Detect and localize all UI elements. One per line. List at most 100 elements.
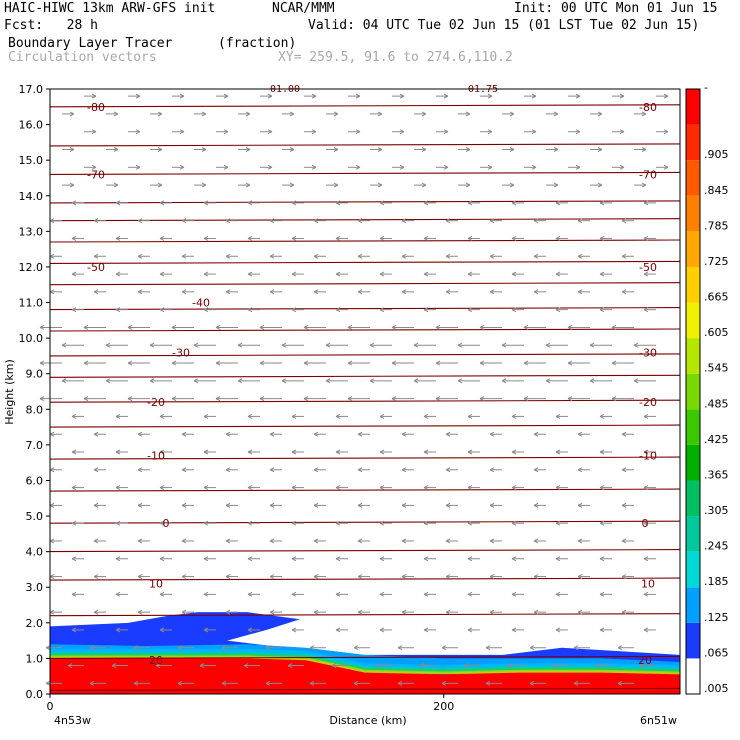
- wind-vector-head: [309, 680, 315, 686]
- isotherm-label: 20: [638, 654, 652, 667]
- wind-vector-head: [291, 627, 297, 633]
- wind-vector-head: [643, 307, 649, 313]
- wind-vector-head: [269, 467, 275, 473]
- wind-vector-head: [313, 467, 319, 473]
- x-right-endpoint: 6n51w: [640, 714, 677, 727]
- wind-vector-head: [201, 111, 207, 117]
- wind-vector-head: [247, 449, 253, 455]
- wind-vector-head: [223, 164, 229, 170]
- wind-vector-head: [39, 324, 45, 330]
- wind-vector-head: [463, 663, 469, 668]
- wind-vector-head: [643, 556, 649, 562]
- isotherm-label: -80: [87, 101, 105, 114]
- wind-vector-head: [247, 591, 253, 597]
- isobar-line: [49, 520, 681, 524]
- isotherm-label: -10: [147, 450, 165, 463]
- wind-vector-head: [291, 413, 297, 419]
- wind-vector-head: [93, 253, 99, 259]
- y-tick-label: 4.0: [26, 546, 44, 559]
- wind-vector-head: [353, 645, 359, 651]
- wind-vector-head: [467, 449, 473, 455]
- wind-vector-head: [177, 645, 183, 651]
- wind-vector-head: [335, 591, 341, 597]
- wind-vector-head: [467, 271, 473, 277]
- wind-vector-head: [287, 663, 293, 668]
- wind-vector-head: [397, 680, 403, 686]
- wind-vector-head: [489, 609, 495, 615]
- wind-vector-head: [485, 645, 491, 651]
- wind-vector-head: [441, 680, 447, 686]
- wind-vector-head: [369, 378, 375, 384]
- wind-vector-head: [71, 236, 77, 241]
- init-time: Init: 00 UTC Mon 01 Jun 15: [514, 1, 718, 16]
- wind-vector-head: [247, 200, 253, 206]
- wind-vector-head: [265, 645, 271, 651]
- wind-vector-head: [511, 591, 517, 597]
- wind-vector-head: [93, 502, 99, 508]
- wind-vector-head: [203, 449, 209, 455]
- wind-vector-head: [357, 609, 363, 615]
- wind-vector-head: [159, 236, 165, 241]
- wind-vector-head: [621, 538, 627, 544]
- wind-vector-head: [333, 147, 339, 152]
- wind-vector-head: [259, 360, 265, 366]
- wind-vector-head: [203, 591, 209, 597]
- wind-vector-head: [247, 485, 253, 491]
- wind-vector-head: [643, 627, 649, 633]
- wind-vector-head: [291, 591, 297, 597]
- wind-vector-head: [379, 520, 385, 526]
- colorbar-label: .185: [704, 575, 729, 588]
- forecast-hour: Fcst: 28 h: [4, 18, 98, 33]
- colorbar-label: .245: [704, 540, 729, 553]
- isobar-line: [49, 282, 681, 286]
- isobar-line: [49, 613, 681, 617]
- colorbar-swatch: [686, 373, 700, 410]
- wind-vector-head: [247, 413, 253, 419]
- wind-vector-head: [577, 431, 583, 437]
- wind-vector-head: [577, 502, 583, 508]
- wind-vector-head: [91, 164, 97, 170]
- x-tick-label: 200: [433, 700, 454, 713]
- colorbar-swatch: [686, 302, 700, 339]
- wind-vector-head: [313, 289, 319, 295]
- y-tick-label: 14.0: [19, 190, 44, 203]
- wind-vector-head: [643, 200, 649, 206]
- wind-vector-head: [221, 680, 227, 686]
- wind-vector-head: [325, 342, 331, 348]
- wind-vector-head: [531, 93, 537, 99]
- wind-vector-head: [171, 360, 177, 366]
- y-tick-label: 15.0: [19, 154, 44, 167]
- colorbar-label: .365: [704, 468, 729, 481]
- colorbar-label: .665: [704, 291, 729, 304]
- wind-vector-head: [421, 111, 427, 117]
- isotherm-label: -30: [172, 346, 190, 359]
- wind-vector-head: [91, 93, 97, 99]
- wind-vector-head: [137, 431, 143, 437]
- colorbar-swatch: [686, 266, 700, 303]
- wind-vector-head: [639, 663, 645, 668]
- wind-vector-head: [291, 520, 297, 526]
- wind-vector-head: [575, 93, 581, 99]
- wind-vector-head: [137, 502, 143, 508]
- wind-vector-head: [465, 182, 471, 188]
- wind-vector-head: [335, 236, 341, 241]
- wind-vector-head: [467, 627, 473, 633]
- wind-vector-head: [115, 485, 121, 491]
- wind-vector-head: [467, 556, 473, 562]
- isobar-line: [49, 424, 681, 428]
- wind-vector-head: [555, 591, 561, 597]
- wind-vector-head: [597, 111, 603, 117]
- wind-vector-head: [203, 236, 209, 241]
- wind-vector-head: [379, 200, 385, 206]
- y-tick-label: 8.0: [26, 403, 44, 416]
- isobar-line: [49, 488, 681, 492]
- wind-vector-head: [181, 467, 187, 473]
- wind-vector-head: [355, 93, 361, 99]
- wind-vector-head: [265, 680, 271, 686]
- wind-vector-head: [171, 396, 177, 402]
- wind-vector-head: [545, 342, 551, 348]
- wind-vector-head: [115, 271, 121, 277]
- wind-vector-head: [225, 538, 231, 544]
- wind-vector-head: [71, 307, 77, 313]
- wind-vector-head: [225, 467, 231, 473]
